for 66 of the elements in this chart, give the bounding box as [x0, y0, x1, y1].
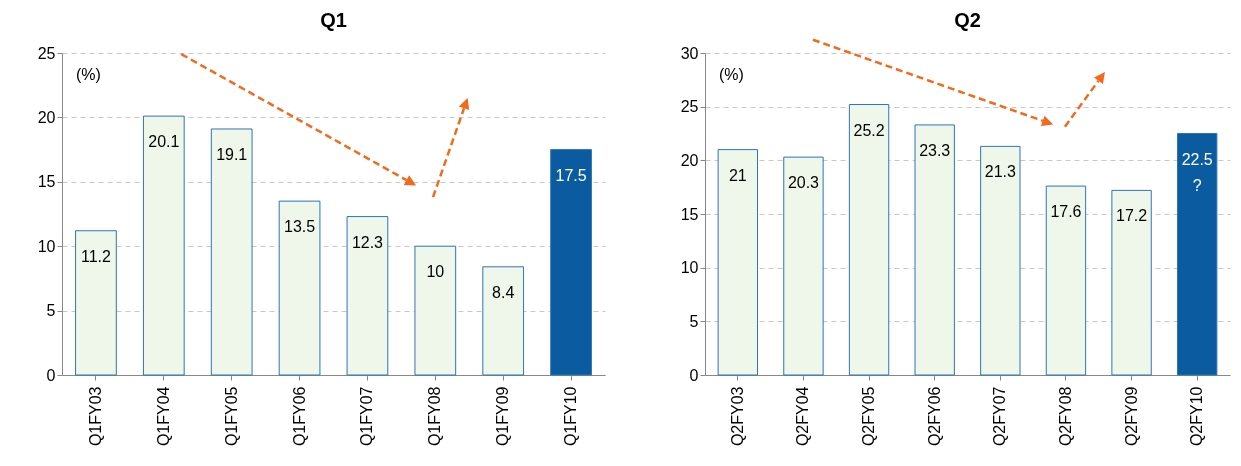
bar	[210, 128, 253, 376]
bar	[1045, 185, 1087, 376]
annotation: ?	[1192, 176, 1202, 194]
x-tick-label: Q1FY06	[290, 386, 308, 447]
data-label: 20.3	[787, 174, 820, 192]
bar	[550, 149, 592, 376]
x-tick-label: Q2FY06	[925, 386, 943, 447]
bar	[783, 156, 824, 376]
y-tick-label: 30	[680, 44, 699, 62]
bar	[414, 245, 457, 376]
bar	[914, 124, 955, 376]
bar	[1177, 133, 1218, 376]
data-label: 8.4	[492, 283, 515, 301]
data-label: 10	[426, 263, 445, 281]
x-tick-label: Q1FY04	[154, 386, 172, 447]
x-tick-label: Q2FY10	[1188, 386, 1206, 447]
x-tick-label: Q2FY07	[991, 386, 1009, 447]
x-tick-label: Q2FY08	[1056, 386, 1074, 447]
x-tick-label: Q2FY03	[728, 386, 746, 447]
x-tick-label: Q1FY09	[494, 386, 512, 447]
data-label: 12.3	[351, 233, 384, 251]
bar	[1111, 189, 1152, 376]
y-tick-label: 5	[689, 312, 699, 330]
x-tick-label: Q1FY03	[86, 386, 104, 447]
data-label: 19.1	[216, 145, 248, 163]
y-tick-label: 25	[37, 44, 56, 62]
y-tick-label: 20	[37, 108, 56, 126]
y-tick-label: 10	[680, 259, 699, 277]
bar	[980, 145, 1021, 376]
y-tick-label: 0	[689, 366, 699, 384]
x-tick-label: Q2FY09	[1122, 386, 1140, 447]
y-tick-label: 20	[680, 151, 699, 169]
data-label: 17.5	[555, 166, 587, 184]
bar	[142, 115, 185, 376]
data-label: 25.2	[853, 121, 885, 139]
y-tick-label: 5	[46, 302, 56, 320]
y-tick-label: 15	[37, 173, 56, 191]
y-tick-label: 15	[680, 205, 699, 223]
x-tick-label: Q1FY08	[426, 386, 444, 447]
bar	[482, 266, 525, 376]
data-label: 13.5	[283, 218, 316, 236]
y-tick-label: 10	[37, 237, 56, 255]
data-label: 17.2	[1115, 207, 1148, 225]
bar	[346, 216, 389, 376]
bar	[848, 104, 890, 376]
chart-title: Q1	[320, 9, 347, 31]
bar	[278, 200, 321, 376]
y-tick-label: 0	[46, 366, 56, 384]
data-label: 22.5	[1181, 150, 1213, 168]
data-label: 21.3	[984, 163, 1016, 181]
bar	[75, 230, 117, 376]
data-label: 11.2	[80, 247, 112, 265]
x-tick-label: Q2FY05	[860, 386, 878, 447]
bar	[717, 149, 758, 376]
x-tick-label: Q2FY04	[794, 386, 812, 447]
data-label: 17.6	[1050, 203, 1082, 221]
y-tick-label: 25	[680, 98, 699, 116]
annotation: (%)	[719, 66, 744, 83]
x-tick-label: Q1FY07	[358, 386, 376, 447]
data-label: 21	[728, 166, 747, 184]
x-tick-label: Q1FY10	[562, 386, 580, 447]
data-label: 23.3	[919, 141, 951, 159]
x-tick-label: Q1FY05	[222, 386, 240, 447]
annotation: (%)	[76, 66, 101, 83]
data-label: 20.1	[148, 133, 180, 151]
chart-title: Q2	[954, 9, 981, 31]
